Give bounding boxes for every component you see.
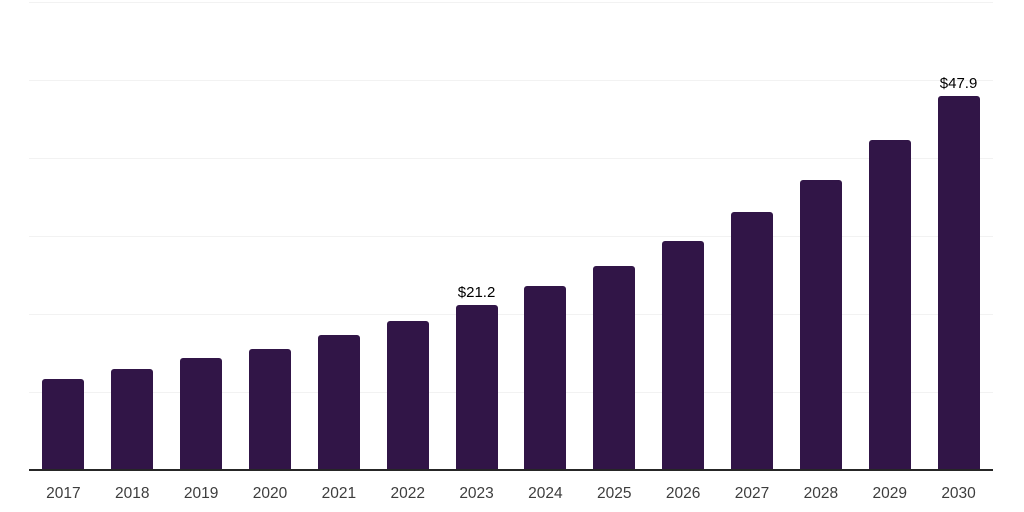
- gridline: [29, 2, 993, 3]
- x-tick-label-2028: 2028: [803, 485, 839, 502]
- gridline: [29, 236, 993, 237]
- bar-2018: [111, 369, 154, 470]
- x-tick-label-2017: 2017: [46, 485, 81, 502]
- bar-2029: [868, 140, 911, 470]
- bar-2021: [317, 335, 360, 470]
- bar-2019: [180, 358, 223, 470]
- x-tick-label-2026: 2026: [665, 485, 701, 502]
- x-tick-label-2029: 2029: [872, 485, 907, 502]
- bar-2023: [455, 304, 498, 470]
- gridline: [29, 158, 993, 159]
- gridline: [29, 314, 993, 315]
- x-tick-label-2027: 2027: [734, 485, 770, 502]
- x-tick-label-2023: 2023: [459, 485, 494, 502]
- bar-2026: [662, 240, 705, 470]
- bar-2020: [249, 349, 291, 470]
- bar-2028: [799, 179, 842, 470]
- gridline: [29, 80, 993, 81]
- x-tick-label-2025: 2025: [597, 485, 632, 502]
- x-tick-label-2024: 2024: [528, 485, 563, 502]
- bar-2024: [524, 285, 567, 470]
- bar-2027: [731, 211, 773, 470]
- gridline: [29, 392, 993, 393]
- value-label-2030: $47.9: [939, 75, 978, 93]
- x-tick-label-2018: 2018: [115, 485, 150, 502]
- bar-2022: [386, 321, 429, 470]
- x-tick-label-2020: 2020: [252, 485, 288, 502]
- x-tick-label-2030: 2030: [941, 485, 976, 502]
- bar-2030: [937, 96, 980, 470]
- bar-2017: [42, 378, 85, 470]
- x-axis-line: [29, 469, 993, 471]
- bar-2025: [593, 265, 636, 470]
- x-tick-label-2021: 2021: [321, 485, 357, 502]
- x-tick-label-2019: 2019: [183, 485, 219, 502]
- value-label-2023: $21.2: [457, 283, 496, 301]
- x-tick-label-2022: 2022: [390, 485, 425, 502]
